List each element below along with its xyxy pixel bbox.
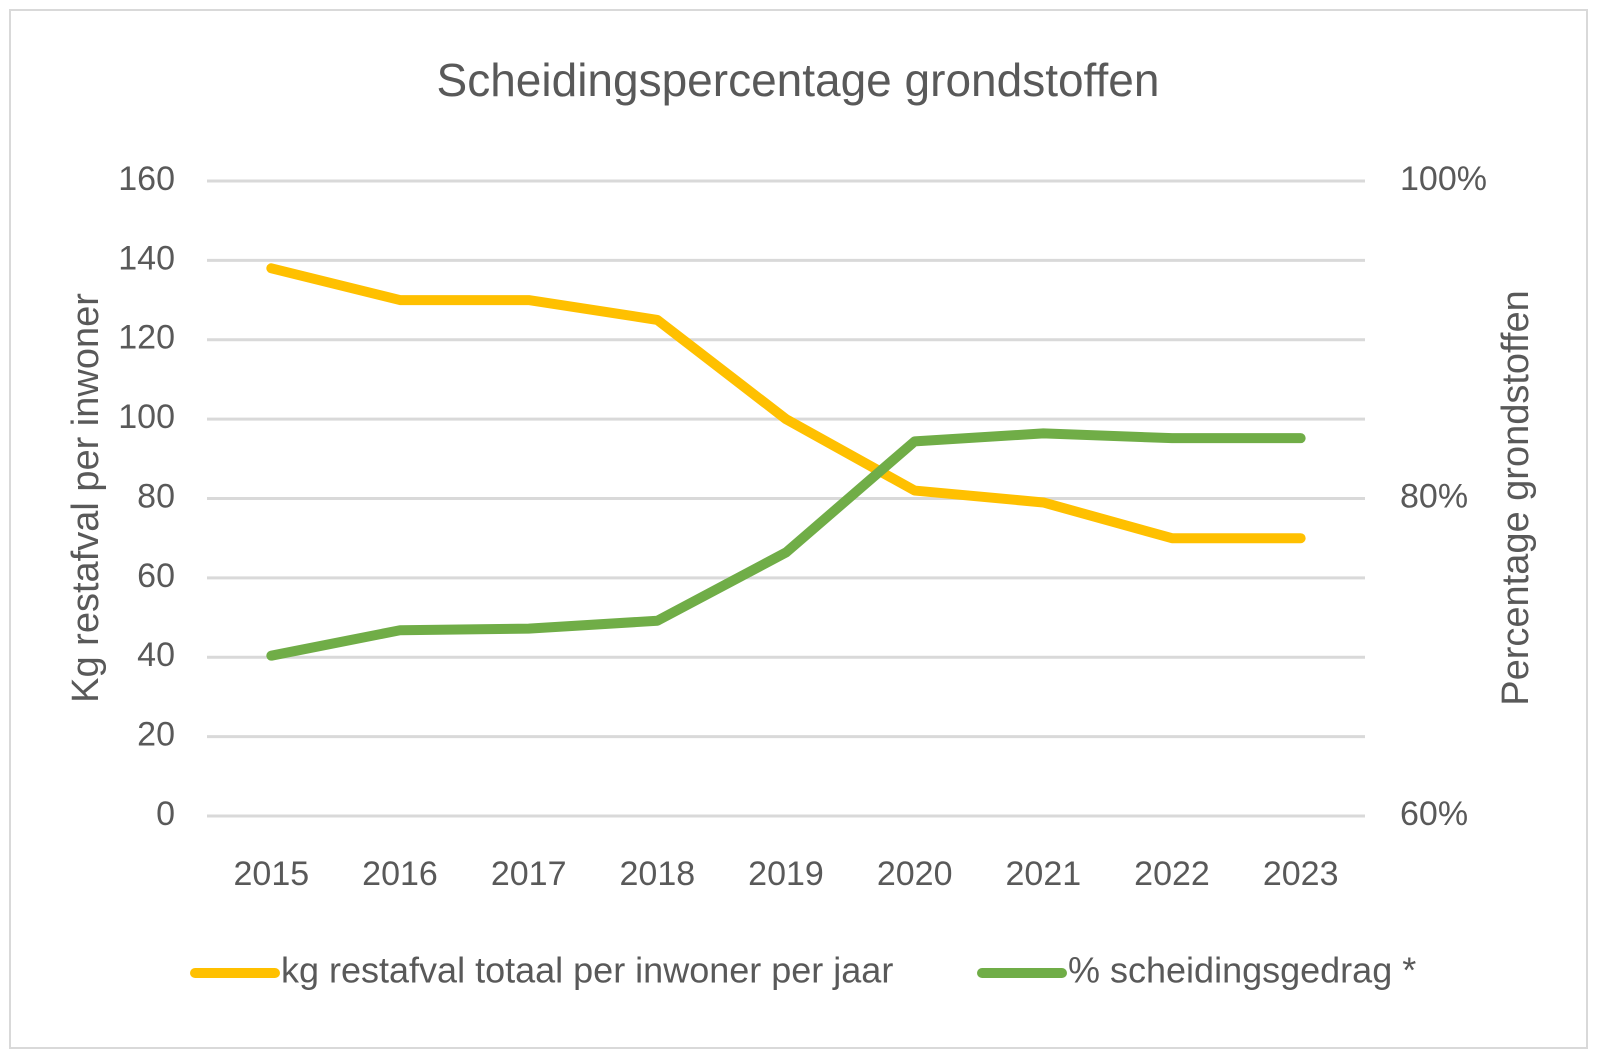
y2-tick-label: 60% (1400, 795, 1468, 833)
y-tick-label: 40 (137, 636, 175, 674)
y-tick-label: 20 (137, 716, 175, 754)
y-tick-label: 0 (156, 795, 175, 833)
chart-border (9, 9, 1588, 1049)
y2-tick-label: 100% (1400, 160, 1487, 198)
series-line (266, 263, 1306, 544)
y-tick-label: 100 (118, 398, 175, 436)
y2-axis-label: Percentage grondstoffen (1495, 290, 1537, 706)
series-line (266, 428, 1306, 661)
x-tick-label: 2015 (234, 855, 310, 893)
x-tick-label: 2016 (362, 855, 438, 893)
y-tick-label: 80 (137, 477, 175, 515)
y-tick-label: 140 (118, 239, 175, 277)
x-tick-label: 2019 (748, 855, 824, 893)
y2-tick-label: 80% (1400, 477, 1468, 515)
y-tick-label: 60 (137, 557, 175, 595)
x-tick-label: 2018 (620, 855, 696, 893)
legend-label: kg restafval totaal per inwoner per jaar (281, 950, 893, 991)
y-tick-label: 120 (118, 319, 175, 357)
y-tick-label: 160 (118, 160, 175, 198)
x-tick-label: 2020 (877, 855, 953, 893)
x-tick-label: 2022 (1134, 855, 1210, 893)
y-axis-label: Kg restafval per inwoner (65, 293, 107, 703)
x-tick-label: 2017 (491, 855, 567, 893)
x-tick-label: 2021 (1006, 855, 1082, 893)
x-tick-label: 2023 (1263, 855, 1339, 893)
legend-label: % scheidingsgedrag * (1068, 950, 1416, 991)
chart-title: Scheidingspercentage grondstoffen (437, 54, 1160, 106)
